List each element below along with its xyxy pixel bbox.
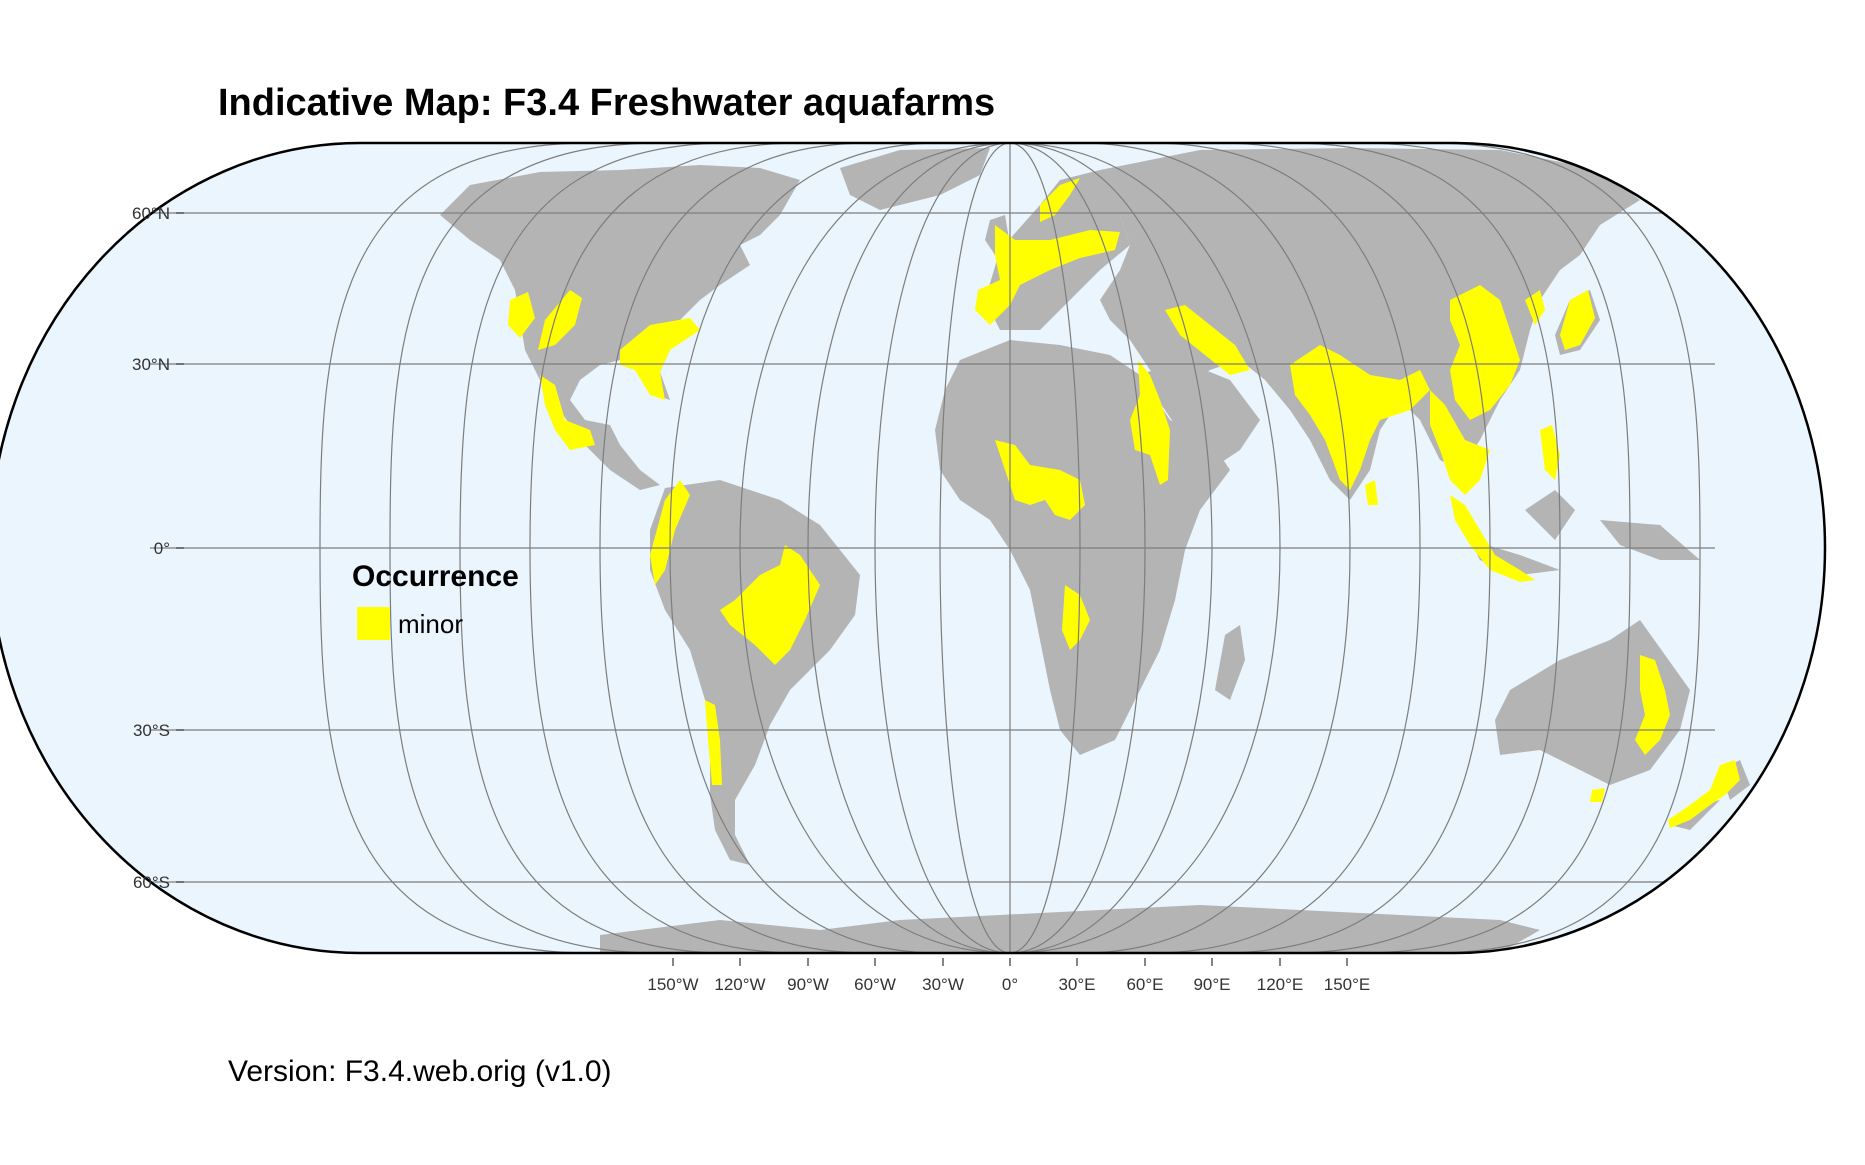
occurrence-area-chile (705, 700, 722, 785)
north-america (440, 165, 800, 490)
lon-label-120e: 120°E (1257, 975, 1304, 994)
occurrence-area-europe (975, 225, 1120, 325)
occurrence-area-tasmania (1590, 788, 1605, 802)
occurrence-area-mexico (540, 375, 595, 450)
occurrence-area-us-mountain (538, 290, 582, 350)
lon-label-150w: 150°W (647, 975, 698, 994)
legend-label-minor: minor (398, 609, 463, 639)
lon-label-60w: 60°W (854, 975, 896, 994)
madagascar (1215, 625, 1245, 700)
occurrence-area-new-zealand (1668, 760, 1740, 828)
lon-label-30w: 30°W (922, 975, 964, 994)
asia (1100, 148, 1640, 500)
greenland (840, 148, 990, 210)
arabian-peninsula (1140, 360, 1260, 470)
lon-label-0: 0° (1002, 975, 1018, 994)
lat-label-30s: 30°S (133, 721, 170, 740)
occurrence-area-west-africa (995, 440, 1085, 520)
occurrence-area-south-asia (1290, 345, 1430, 490)
occurrence-area-us-southeast (620, 318, 700, 400)
lat-label-60s: 60°S (133, 873, 170, 892)
version-footer: Version: F3.4.web.orig (v1.0) (228, 1055, 612, 1088)
map-title: Indicative Map: F3.4 Freshwater aquafarm… (218, 82, 996, 124)
lon-label-90w: 90°W (787, 975, 829, 994)
longitude-labels: 150°W 120°W 90°W 60°W 30°W 0° 30°E 60°E … (647, 975, 1370, 994)
occurrence-area-southeast-asia (1430, 390, 1490, 495)
occurrence-area-us-west (508, 292, 535, 338)
occurrence-area-scandinavia (1040, 178, 1080, 222)
occurrence-area-china (1450, 285, 1520, 420)
lat-label-0: 0° (154, 539, 170, 558)
latitude-ticks (176, 212, 184, 883)
maritime-southeast-asia (1470, 490, 1700, 575)
lon-label-150e: 150°E (1324, 975, 1371, 994)
legend-swatch-minor (357, 607, 390, 640)
occurrence-area-sumatra-java (1450, 495, 1535, 582)
graticule (150, 143, 1715, 953)
occurrence-area-nile (1130, 360, 1170, 485)
antarctica (600, 905, 1540, 953)
occurrence-area-sri-lanka (1365, 480, 1378, 505)
legend: Occurrence minor (352, 560, 519, 640)
legend-title: Occurrence (352, 560, 519, 593)
lon-label-120w: 120°W (714, 975, 765, 994)
occurrence-area-philippines (1540, 425, 1560, 480)
lat-label-60n: 60°N (132, 204, 170, 223)
latitude-labels: 60°N 30°N 0° 30°S 60°S (132, 204, 170, 892)
lon-label-30e: 30°E (1058, 975, 1095, 994)
lon-label-60e: 60°E (1126, 975, 1163, 994)
longitude-ticks (672, 958, 1348, 966)
occurrence-area-middle-east (1165, 305, 1250, 375)
globe-outline (0, 141, 1827, 955)
lat-label-30n: 30°N (132, 355, 170, 374)
lon-label-90e: 90°E (1193, 975, 1230, 994)
occurrence-area-angola (1062, 585, 1090, 650)
occurrence-area-japan-korea (1525, 290, 1595, 350)
